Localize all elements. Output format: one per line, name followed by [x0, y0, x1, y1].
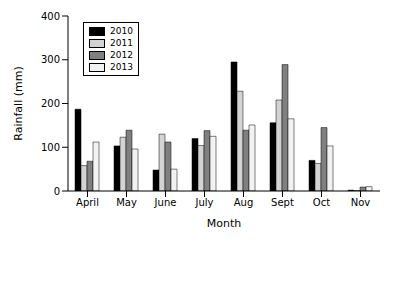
html-text:2010: 2010 — [110, 26, 133, 36]
svg-text:0: 0 — [54, 186, 60, 197]
svg-text:April: April — [76, 197, 99, 208]
svg-text:Nov: Nov — [351, 197, 371, 208]
svg-text:May: May — [116, 197, 137, 208]
svg-text:Aug: Aug — [234, 197, 254, 208]
html-text:2012: 2012 — [110, 50, 133, 60]
svg-text:400: 400 — [41, 11, 60, 22]
html-text:2013: 2013 — [110, 62, 133, 72]
svg-text:300: 300 — [41, 54, 60, 65]
svg-text:100: 100 — [41, 142, 60, 153]
svg-text:June: June — [154, 197, 177, 208]
svg-text:200: 200 — [41, 98, 60, 109]
svg-text:July: July — [195, 197, 214, 208]
svg-text:Oct: Oct — [313, 197, 330, 208]
html-text:2011: 2011 — [110, 38, 133, 48]
svg-text:Month: Month — [207, 217, 242, 230]
svg-text:Sept: Sept — [271, 197, 294, 208]
svg-text:Rainfall (mm): Rainfall (mm) — [12, 66, 25, 140]
